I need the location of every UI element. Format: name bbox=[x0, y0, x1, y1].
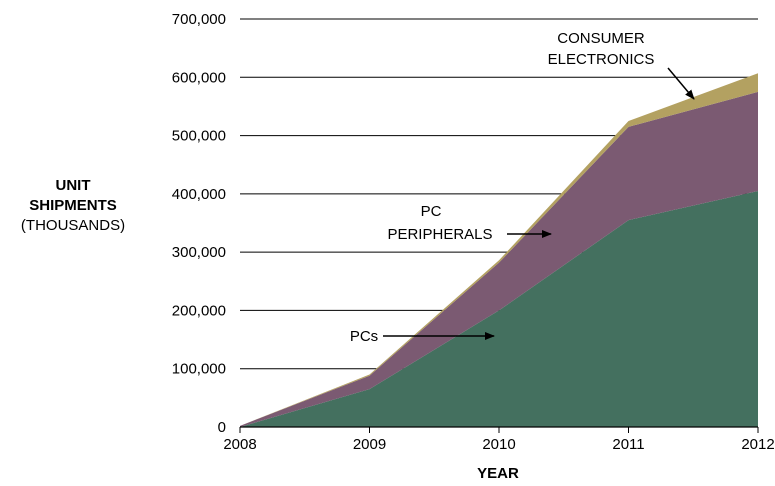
x-tick-label: 2012 bbox=[741, 436, 774, 453]
y-tick-label: 300,000 bbox=[172, 244, 226, 261]
x-tick-label: 2009 bbox=[353, 436, 386, 453]
y-axis-label: UNIT SHIPMENTS (THOUSANDS) bbox=[0, 176, 146, 236]
y-tick-label: 600,000 bbox=[172, 69, 226, 86]
y-tick-label: 100,000 bbox=[172, 361, 226, 378]
annotations: CONSUMER ELECTRONICS PC PERIPHERALS PCs bbox=[350, 30, 695, 345]
gridlines bbox=[240, 18, 758, 370]
y-tick-label: 400,000 bbox=[172, 186, 226, 203]
axes: 0 100,000 200,000 300,000 400,000 500,000 600,… bbox=[172, 11, 775, 482]
area-pcs bbox=[240, 190, 758, 427]
y-axis-label-line3: (THOUSANDS) bbox=[20, 217, 126, 234]
arrow-consumer-electronics bbox=[667, 67, 695, 100]
y-axis-label-line1: UNIT bbox=[55, 177, 91, 194]
annotation-pcs: PCs bbox=[350, 328, 378, 345]
y-tick-label: 700,000 bbox=[172, 11, 226, 28]
area-series bbox=[240, 73, 758, 428]
annotation-pc-peripherals-line1: PC bbox=[421, 203, 442, 220]
y-tick-label: 0 bbox=[218, 419, 226, 436]
annotation-consumer-electronics-line1: CONSUMER bbox=[557, 30, 645, 47]
x-tick-label: 2010 bbox=[482, 436, 515, 453]
annotation-consumer-electronics-line2: ELECTRONICS bbox=[548, 51, 655, 68]
annotation-pc-peripherals-line2: PERIPHERALS bbox=[387, 226, 492, 243]
y-tick-label: 200,000 bbox=[172, 302, 226, 319]
x-axis-title: YEAR bbox=[477, 465, 519, 482]
y-tick-label: 500,000 bbox=[172, 128, 226, 145]
x-tick-label: 2008 bbox=[223, 436, 256, 453]
area-pc-peripherals bbox=[240, 91, 758, 428]
x-tick-label: 2011 bbox=[612, 436, 644, 453]
y-axis-label-line2: SHIPMENTS bbox=[29, 197, 117, 214]
